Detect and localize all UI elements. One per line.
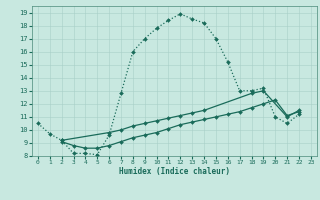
X-axis label: Humidex (Indice chaleur): Humidex (Indice chaleur) — [119, 167, 230, 176]
